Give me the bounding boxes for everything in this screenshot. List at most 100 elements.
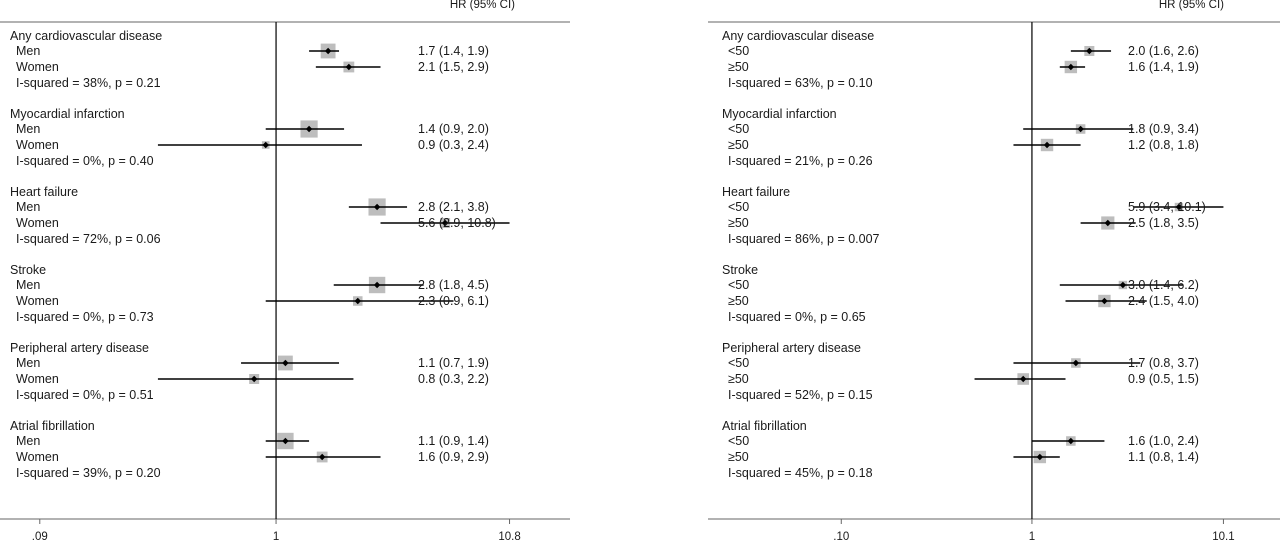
hr-ci-value: 2.5 (1.8, 3.5): [1128, 216, 1199, 230]
row-label: ≥50: [728, 60, 749, 74]
row-label: Men: [16, 434, 40, 448]
heterogeneity-stat: I-squared = 72%, p = 0.06: [16, 232, 161, 246]
point-estimate: [1072, 359, 1080, 367]
point-estimate: [373, 281, 381, 289]
hr-ci-value: 2.1 (1.5, 2.9): [418, 60, 489, 74]
hr-ci-value: 1.1 (0.9, 1.4): [418, 434, 489, 448]
point-estimate: [250, 375, 258, 383]
point-estimate: [1077, 125, 1084, 133]
heterogeneity-stat: I-squared = 45%, p = 0.18: [728, 466, 873, 480]
point-estimate: [345, 63, 353, 71]
heterogeneity-stat: I-squared = 0%, p = 0.40: [16, 154, 154, 168]
row-label: <50: [728, 200, 749, 214]
hr-ci-value: 1.7 (1.4, 1.9): [418, 44, 489, 58]
group-label: Heart failure: [722, 185, 790, 199]
point-estimate: [1104, 219, 1112, 227]
hr-ci-value: 1.4 (0.9, 2.0): [418, 122, 489, 136]
hr-ci-value: 0.8 (0.3, 2.2): [418, 372, 489, 386]
hr-ci-value: 2.0 (1.6, 2.6): [1128, 44, 1199, 58]
heterogeneity-stat: I-squared = 38%, p = 0.21: [16, 76, 161, 90]
row-label: Women: [16, 450, 59, 464]
point-estimate: [1020, 375, 1027, 383]
group-label: Atrial fibrillation: [10, 419, 95, 433]
row-label: Women: [16, 372, 59, 386]
hr-ci-value: 0.9 (0.5, 1.5): [1128, 372, 1199, 386]
group-label: Stroke: [10, 263, 46, 277]
group-label: Myocardial infarction: [10, 107, 125, 121]
forest-panel-1: HR (95% CI) .09 1 10.8 Any cardiovascular di…: [0, 0, 570, 543]
x-tick-label: 10.8: [498, 531, 520, 543]
hr-ci-value: 1.6 (1.0, 2.4): [1128, 434, 1199, 448]
group-label: Peripheral artery disease: [722, 341, 861, 355]
heterogeneity-stat: I-squared = 0%, p = 0.51: [16, 388, 154, 402]
x-tick-label: 10.1: [1212, 531, 1234, 543]
point-estimate: [1086, 47, 1093, 55]
hr-ci-value: 1.7 (0.8, 3.7): [1128, 356, 1199, 370]
hr-ci-value: 5.9 (3.4, 10.1): [1128, 200, 1206, 214]
group-label: Atrial fibrillation: [722, 419, 807, 433]
point-estimate: [305, 125, 313, 133]
point-estimate: [373, 203, 381, 211]
row-label: Women: [16, 60, 59, 74]
group-label: Myocardial infarction: [722, 107, 837, 121]
x-tick-label: .10: [833, 531, 849, 543]
hr-ci-value: 2.8 (1.8, 4.5): [418, 278, 489, 292]
row-label: Men: [16, 356, 40, 370]
point-estimate: [324, 47, 332, 55]
point-estimate: [1067, 437, 1075, 445]
point-estimate: [282, 359, 289, 367]
point-estimate: [1067, 63, 1075, 71]
column-header: HR (95% CI): [450, 0, 515, 11]
point-estimate: [1101, 297, 1108, 305]
point-estimate: [1175, 203, 1183, 211]
group-label: Any cardiovascular disease: [10, 29, 162, 43]
row-label: <50: [728, 122, 749, 136]
column-header: HR (95% CI): [1159, 0, 1224, 11]
point-estimate: [318, 453, 326, 461]
row-label: Men: [16, 278, 40, 292]
hr-ci-value: 3.0 (1.4, 6.2): [1128, 278, 1199, 292]
row-label: ≥50: [728, 216, 749, 230]
row-label: <50: [728, 278, 749, 292]
hr-ci-value: 1.1 (0.7, 1.9): [418, 356, 489, 370]
point-estimate: [262, 141, 269, 149]
row-label: Men: [16, 200, 40, 214]
heterogeneity-stat: I-squared = 21%, p = 0.26: [728, 154, 873, 168]
x-tick-label: .09: [32, 531, 48, 543]
hr-ci-value: 1.8 (0.9, 3.4): [1128, 122, 1199, 136]
row-label: ≥50: [728, 372, 749, 386]
row-label: Men: [16, 122, 40, 136]
heterogeneity-stat: I-squared = 63%, p = 0.10: [728, 76, 873, 90]
group-label: Any cardiovascular disease: [722, 29, 874, 43]
heterogeneity-stat: I-squared = 52%, p = 0.15: [728, 388, 873, 402]
point-estimate: [441, 219, 449, 227]
hr-ci-value: 1.6 (1.4, 1.9): [1128, 60, 1199, 74]
forest-panel-2: HR (95% CI) .10 1 10.1 Any cardiovascular di…: [708, 0, 1280, 543]
row-label: Women: [16, 216, 59, 230]
x-tick-label: 1: [273, 531, 279, 543]
point-estimate: [1036, 453, 1044, 461]
hr-ci-value: 0.9 (0.3, 2.4): [418, 138, 489, 152]
hr-ci-value: 2.3 (0.9, 6.1): [418, 294, 489, 308]
row-label: <50: [728, 356, 749, 370]
group-label: Heart failure: [10, 185, 78, 199]
x-tick-label: 1: [1029, 531, 1035, 543]
point-estimate: [1043, 141, 1051, 149]
heterogeneity-stat: I-squared = 0%, p = 0.65: [728, 310, 866, 324]
point-estimate: [1119, 281, 1127, 289]
heterogeneity-stat: I-squared = 39%, p = 0.20: [16, 466, 161, 480]
hr-ci-value: 1.2 (0.8, 1.8): [1128, 138, 1199, 152]
heterogeneity-stat: I-squared = 86%, p = 0.007: [728, 232, 880, 246]
row-label: Women: [16, 138, 59, 152]
hr-ci-value: 1.6 (0.9, 2.9): [418, 450, 489, 464]
heterogeneity-stat: I-squared = 0%, p = 0.73: [16, 310, 154, 324]
hr-ci-value: 2.4 (1.5, 4.0): [1128, 294, 1199, 308]
hr-ci-value: 5.6 (2.9, 10.8): [418, 216, 496, 230]
row-label: Men: [16, 44, 40, 58]
group-label: Peripheral artery disease: [10, 341, 149, 355]
group-label: Stroke: [722, 263, 758, 277]
row-label: ≥50: [728, 294, 749, 308]
row-label: <50: [728, 44, 749, 58]
row-label: <50: [728, 434, 749, 448]
